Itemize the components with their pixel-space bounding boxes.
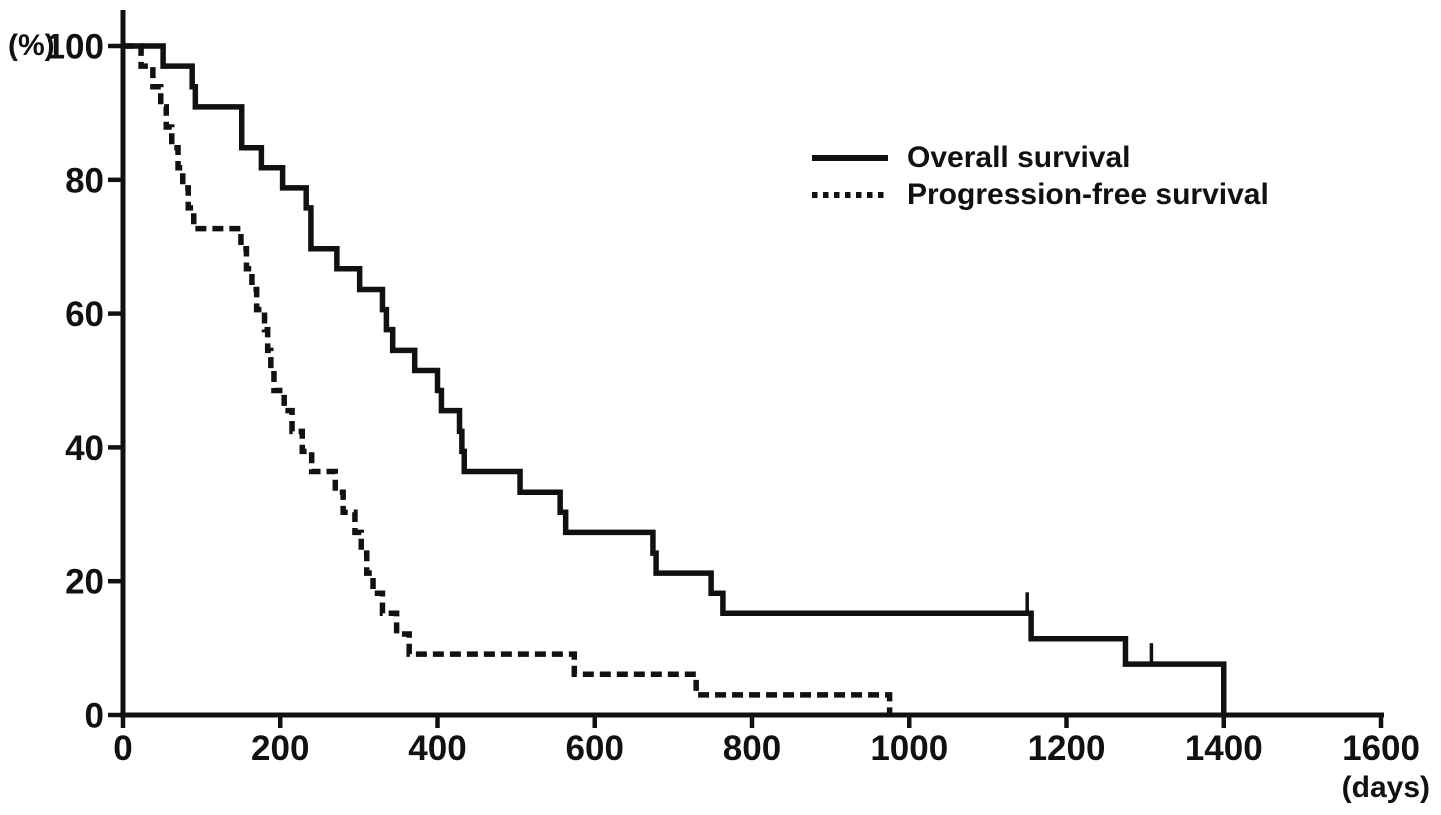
- legend-label: Overall survival: [907, 141, 1131, 174]
- y-tick-label: 0: [85, 697, 104, 736]
- x-tick-label: 400: [408, 729, 466, 768]
- legend-item-overall-survival: Overall survival: [812, 139, 1269, 176]
- legend-item-progression-free-survival: Progression-free survival: [812, 176, 1269, 213]
- series-overall-survival: [123, 43, 1227, 715]
- y-tick-label: 100: [46, 28, 104, 67]
- x-tick-label: 800: [723, 729, 781, 768]
- x-tick-label: 0: [113, 729, 132, 768]
- legend-label: Progression-free survival: [907, 178, 1269, 211]
- x-tick-label: 1000: [870, 729, 948, 768]
- y-tick-label: 40: [65, 429, 104, 468]
- solid-line-swatch-icon: [812, 154, 888, 161]
- x-tick-label: 200: [251, 729, 309, 768]
- series-progression-free-survival: [123, 43, 893, 715]
- y-tick-label: 60: [65, 295, 104, 334]
- legend: Overall survival Progression-free surviv…: [812, 139, 1269, 213]
- y-tick-label: 80: [65, 161, 104, 200]
- x-tick-label: 1600: [1342, 729, 1420, 768]
- x-tick-label: 600: [566, 729, 624, 768]
- y-axis-unit-label: (%): [8, 29, 55, 62]
- dotted-line-swatch-icon: [812, 191, 888, 198]
- x-axis-unit-label: (days): [1341, 771, 1430, 804]
- x-tick-label: 1200: [1028, 729, 1106, 768]
- x-tick-label: 1400: [1185, 729, 1263, 768]
- y-tick-label: 20: [65, 563, 104, 602]
